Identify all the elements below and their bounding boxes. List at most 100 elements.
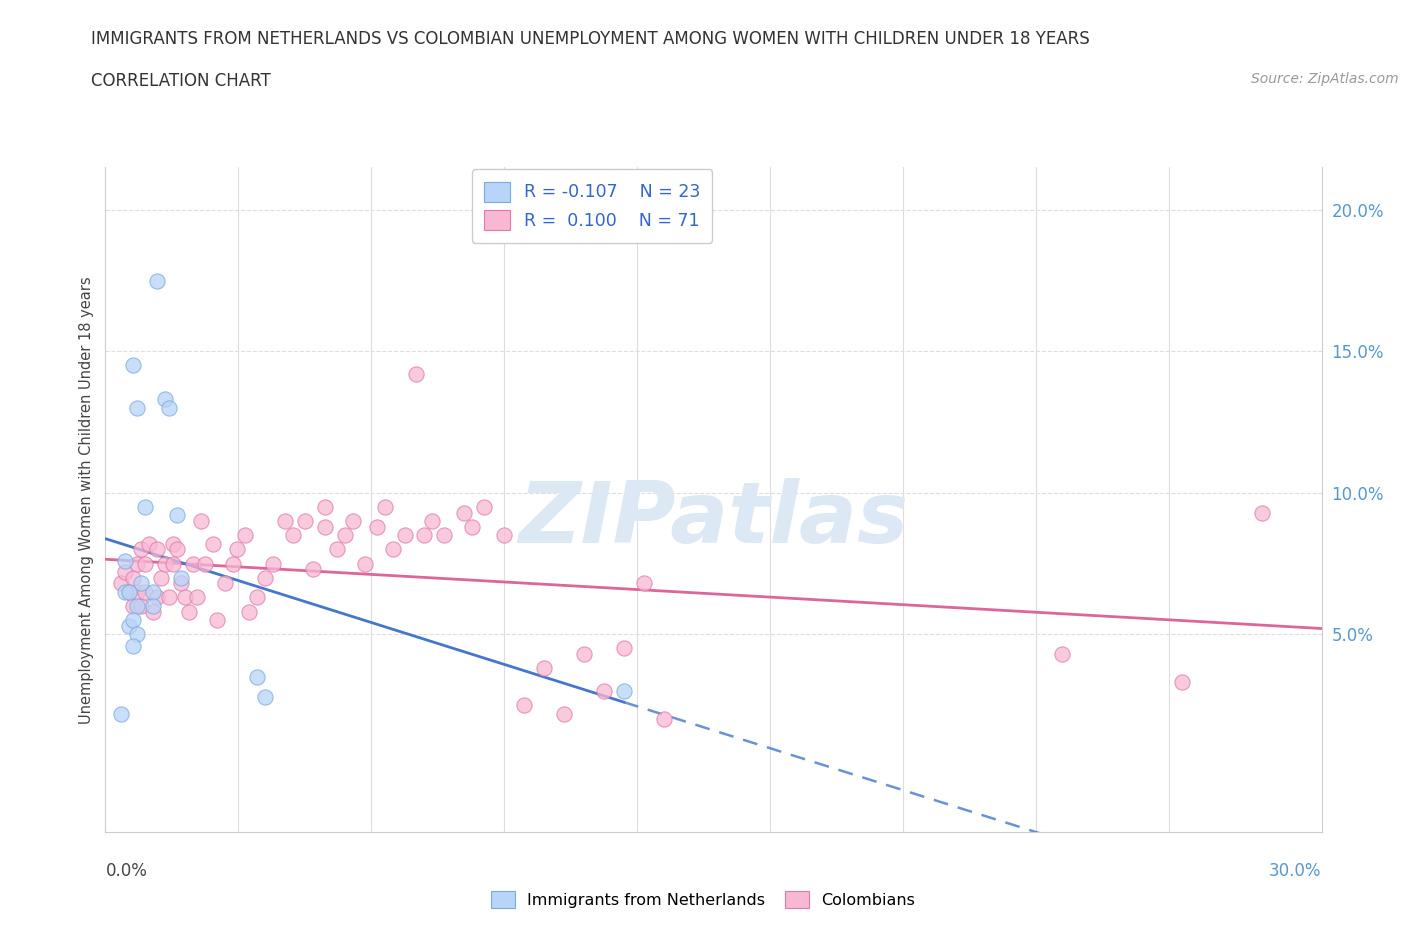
Point [253,570,276,585]
Point [114,565,136,579]
Point [186,590,208,604]
Legend: R = -0.107    N = 23, R =  0.100    N = 71: R = -0.107 N = 23, R = 0.100 N = 71 [471,169,713,243]
Point [333,528,356,543]
Point [134,584,156,599]
Point [214,576,236,591]
Point [202,537,225,551]
Text: CORRELATION CHART: CORRELATION CHART [91,72,271,89]
Text: 0.0%: 0.0% [105,862,148,880]
Point [194,556,217,571]
Point [453,505,475,520]
Point [122,599,145,614]
Point [166,542,188,557]
Legend: Immigrants from Netherlands, Colombians: Immigrants from Netherlands, Colombians [484,884,922,914]
Point [122,358,145,373]
Text: Source: ZipAtlas.com: Source: ZipAtlas.com [1251,72,1399,86]
Point [142,584,165,599]
Point [122,638,145,653]
Point [281,528,304,543]
Point [166,508,188,523]
Point [170,576,193,591]
Point [533,661,555,676]
Point [394,528,416,543]
Point [262,556,284,571]
Point [150,570,173,585]
Point [127,599,149,614]
Point [613,641,636,656]
Point [233,528,256,543]
Point [131,599,153,614]
Point [652,711,675,726]
Point [127,556,149,571]
Point [131,576,153,591]
Point [134,499,156,514]
Point [374,499,396,514]
Point [301,562,323,577]
Point [461,519,484,534]
Point [118,584,141,599]
Point [314,519,336,534]
Point [413,528,436,543]
Point [274,513,297,528]
Text: IMMIGRANTS FROM NETHERLANDS VS COLOMBIAN UNEMPLOYMENT AMONG WOMEN WITH CHILDREN : IMMIGRANTS FROM NETHERLANDS VS COLOMBIAN… [91,30,1090,47]
Point [494,528,516,543]
Point [118,618,141,633]
Point [131,542,153,557]
Point [179,604,201,619]
Point [127,627,149,642]
Point [114,553,136,568]
Point [238,604,260,619]
Point [222,556,245,571]
Point [472,499,495,514]
Point [325,542,347,557]
Point [155,392,177,406]
Point [1250,505,1272,520]
Point [1171,675,1194,690]
Point [134,556,156,571]
Point [572,646,595,661]
Point [422,513,444,528]
Point [122,570,145,585]
Point [513,698,536,712]
Point [190,513,212,528]
Point [613,684,636,698]
Point [342,513,364,528]
Y-axis label: Unemployment Among Women with Children Under 18 years: Unemployment Among Women with Children U… [79,276,94,724]
Point [110,576,132,591]
Point [162,556,184,571]
Point [294,513,316,528]
Text: ZIPatlas: ZIPatlas [519,478,908,562]
Point [205,613,228,628]
Point [127,401,149,416]
Point [142,599,165,614]
Point [174,590,197,604]
Point [170,570,193,585]
Point [157,401,180,416]
Point [314,499,336,514]
Point [246,670,269,684]
Point [146,273,169,288]
Point [122,613,145,628]
Point [146,590,169,604]
Point [146,542,169,557]
Text: 30.0%: 30.0% [1270,862,1322,880]
Point [114,584,136,599]
Point [366,519,388,534]
Point [226,542,249,557]
Point [142,604,165,619]
Point [127,584,149,599]
Point [155,556,177,571]
Point [138,537,160,551]
Point [405,366,427,381]
Point [118,584,141,599]
Point [633,576,655,591]
Point [157,590,180,604]
Point [1052,646,1074,661]
Point [593,684,616,698]
Point [246,590,269,604]
Point [181,556,204,571]
Point [433,528,456,543]
Point [162,537,184,551]
Point [253,689,276,704]
Point [353,556,375,571]
